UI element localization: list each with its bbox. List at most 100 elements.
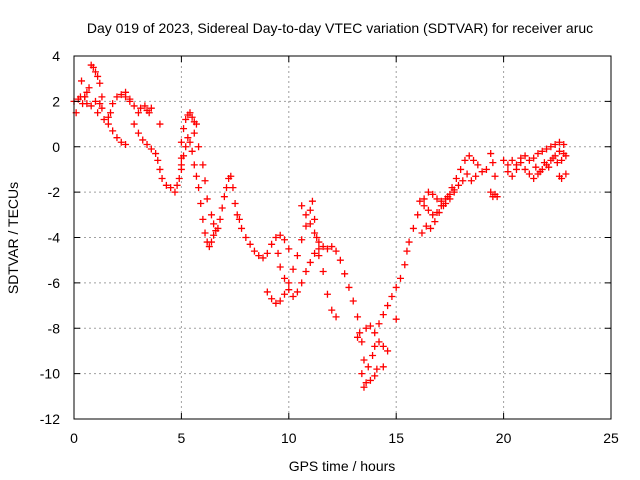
data-point <box>487 188 495 196</box>
data-point <box>156 165 164 173</box>
data-point <box>463 170 471 178</box>
data-point <box>525 156 533 164</box>
axis-ticks <box>73 55 612 420</box>
data-point <box>560 140 568 148</box>
data-point <box>104 113 112 121</box>
data-point <box>562 170 570 178</box>
data-point <box>482 165 490 173</box>
data-point <box>530 154 538 162</box>
data-point <box>298 236 306 244</box>
x-tick-label: 0 <box>70 430 78 446</box>
data-point <box>94 109 102 117</box>
data-point <box>311 215 319 223</box>
data-point <box>543 145 551 153</box>
data-point <box>227 172 235 180</box>
data-point <box>175 175 183 183</box>
data-point <box>201 229 209 237</box>
x-tick-label: 10 <box>281 430 297 446</box>
data-point <box>311 229 319 237</box>
data-point <box>306 258 314 266</box>
data-point <box>188 113 196 121</box>
data-point <box>171 188 179 196</box>
data-point <box>91 97 99 105</box>
data-point <box>306 220 314 228</box>
data-point <box>328 306 336 314</box>
data-point <box>512 165 520 173</box>
data-point <box>345 283 353 291</box>
data-point <box>315 245 323 253</box>
data-point <box>177 161 185 169</box>
data-point <box>94 72 102 80</box>
data-point <box>508 156 516 164</box>
data-point <box>145 109 153 117</box>
y-tick-label: -2 <box>48 184 61 200</box>
data-point <box>289 292 297 300</box>
data-point <box>551 140 559 148</box>
data-point <box>190 129 198 137</box>
x-axis-label: GPS time / hours <box>289 458 396 474</box>
data-point <box>379 311 387 319</box>
data-point <box>450 188 458 196</box>
data-point <box>130 120 138 128</box>
data-point <box>186 109 194 117</box>
data-point <box>306 206 314 214</box>
data-point <box>117 138 125 146</box>
data-point <box>156 120 164 128</box>
data-point <box>199 161 207 169</box>
data-point <box>446 195 454 203</box>
data-point <box>298 202 306 210</box>
data-point <box>315 238 323 246</box>
data-point <box>214 224 222 232</box>
data-point <box>384 302 392 310</box>
y-tick-label: -12 <box>40 411 60 427</box>
data-point <box>117 91 125 99</box>
data-point <box>158 175 166 183</box>
data-point <box>461 156 469 164</box>
data-point <box>154 156 162 164</box>
data-point <box>201 177 209 185</box>
data-point <box>83 88 91 96</box>
data-point <box>210 220 218 228</box>
data-point <box>259 254 267 262</box>
data-point <box>405 238 413 246</box>
data-point <box>122 140 130 148</box>
data-point <box>272 299 280 307</box>
data-point <box>364 363 372 371</box>
data-point <box>203 195 211 203</box>
x-tick-label: 20 <box>496 430 512 446</box>
data-point <box>89 63 97 71</box>
data-point <box>205 243 213 251</box>
data-point <box>424 188 432 196</box>
data-point <box>235 215 243 223</box>
data-point <box>332 313 340 321</box>
data-point <box>545 163 553 171</box>
data-point <box>409 224 417 232</box>
data-point <box>465 152 473 160</box>
data-point <box>547 143 555 151</box>
data-point <box>420 195 428 203</box>
data-point <box>379 342 387 350</box>
data-point <box>147 145 155 153</box>
data-point <box>427 224 435 232</box>
data-point <box>207 238 215 246</box>
data-point <box>223 184 231 192</box>
data-point <box>281 236 289 244</box>
data-point <box>558 175 566 183</box>
data-point <box>448 184 456 192</box>
data-point <box>319 243 327 251</box>
data-point <box>452 175 460 183</box>
y-axis-label: SDTVAR / TECUs <box>5 182 21 294</box>
data-point <box>470 156 478 164</box>
data-point <box>126 95 134 103</box>
data-point <box>392 315 400 323</box>
data-point <box>313 234 321 241</box>
x-tick-label: 15 <box>388 430 404 446</box>
data-point <box>500 156 508 164</box>
data-point <box>184 134 192 142</box>
data-point <box>113 93 121 101</box>
data-point <box>293 288 301 296</box>
data-point <box>431 218 439 226</box>
data-point <box>255 252 263 260</box>
grid-lines <box>74 56 611 419</box>
x-tick-label: 25 <box>603 430 619 446</box>
